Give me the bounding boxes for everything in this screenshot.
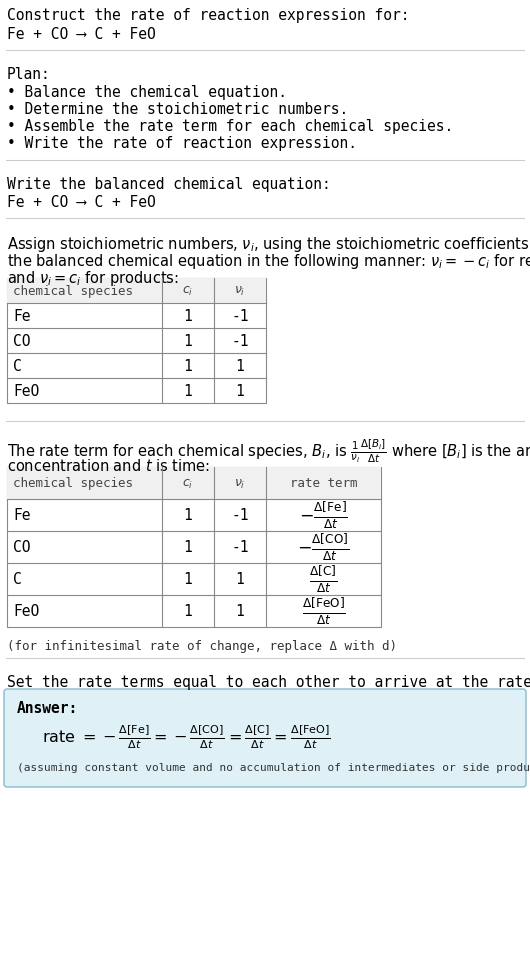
Text: • Write the rate of reaction expression.: • Write the rate of reaction expression. (7, 136, 357, 151)
Text: $\frac{\Delta[\mathrm{FeO}]}{\Delta t}$: $\frac{\Delta[\mathrm{FeO}]}{\Delta t}$ (302, 596, 346, 627)
Text: Fe + CO ⟶ C + FeO: Fe + CO ⟶ C + FeO (7, 195, 156, 209)
Text: • Balance the chemical equation.: • Balance the chemical equation. (7, 85, 287, 100)
Text: The rate term for each chemical species, $B_i$, is $\frac{1}{\nu_i}\frac{\Delta[: The rate term for each chemical species,… (7, 438, 530, 465)
Text: Fe: Fe (13, 508, 31, 523)
Text: 1: 1 (183, 540, 192, 555)
Text: 1: 1 (236, 604, 244, 619)
Text: chemical species: chemical species (13, 285, 133, 297)
Text: 1: 1 (183, 572, 192, 587)
Text: Fe: Fe (13, 309, 31, 324)
Text: 1: 1 (183, 508, 192, 523)
Bar (7, 279, 266, 303)
Text: $\nu_i$: $\nu_i$ (234, 477, 246, 490)
Text: Write the balanced chemical equation:: Write the balanced chemical equation: (7, 176, 331, 192)
Text: -1: -1 (231, 309, 249, 324)
Text: (for infinitesimal rate of change, replace Δ with d): (for infinitesimal rate of change, repla… (7, 640, 397, 652)
Text: the balanced chemical equation in the following manner: $\nu_i = -c_i$ for react: the balanced chemical equation in the fo… (7, 252, 530, 270)
Text: rate term: rate term (290, 477, 357, 490)
Text: Answer:: Answer: (17, 701, 78, 715)
Text: $-\frac{\Delta[\mathrm{CO}]}{\Delta t}$: $-\frac{\Delta[\mathrm{CO}]}{\Delta t}$ (297, 532, 350, 563)
Text: CO: CO (13, 540, 31, 555)
Text: 1: 1 (236, 384, 244, 398)
Text: $-\frac{\Delta[\mathrm{Fe}]}{\Delta t}$: $-\frac{\Delta[\mathrm{Fe}]}{\Delta t}$ (299, 500, 348, 531)
Text: CO: CO (13, 333, 31, 349)
Text: 1: 1 (183, 359, 192, 374)
Bar (7, 279, 266, 403)
Text: 1: 1 (236, 359, 244, 374)
Text: 1: 1 (183, 333, 192, 349)
Text: C: C (13, 572, 22, 587)
Text: Fe + CO ⟶ C + FeO: Fe + CO ⟶ C + FeO (7, 27, 156, 42)
Text: 1: 1 (183, 384, 192, 398)
Text: Construct the rate of reaction expression for:: Construct the rate of reaction expressio… (7, 8, 410, 23)
Text: Set the rate terms equal to each other to arrive at the rate expression:: Set the rate terms equal to each other t… (7, 674, 530, 689)
Bar (7, 467, 381, 499)
Text: • Determine the stoichiometric numbers.: • Determine the stoichiometric numbers. (7, 102, 348, 117)
Text: rate $= -\frac{\Delta[\mathrm{Fe}]}{\Delta t} = -\frac{\Delta[\mathrm{CO}]}{\Del: rate $= -\frac{\Delta[\mathrm{Fe}]}{\Del… (42, 722, 331, 750)
Text: -1: -1 (231, 508, 249, 523)
Text: $\nu_i$: $\nu_i$ (234, 285, 246, 297)
Text: $c_i$: $c_i$ (182, 285, 193, 297)
Bar (7, 467, 381, 627)
Text: concentration and $t$ is time:: concentration and $t$ is time: (7, 457, 210, 474)
Text: -1: -1 (231, 333, 249, 349)
Text: Assign stoichiometric numbers, $\nu_i$, using the stoichiometric coefficients, $: Assign stoichiometric numbers, $\nu_i$, … (7, 234, 530, 254)
Text: • Assemble the rate term for each chemical species.: • Assemble the rate term for each chemic… (7, 119, 453, 134)
Text: FeO: FeO (13, 604, 39, 619)
Text: chemical species: chemical species (13, 477, 133, 490)
Text: -1: -1 (231, 540, 249, 555)
Text: 1: 1 (236, 572, 244, 587)
Text: and $\nu_i = c_i$ for products:: and $\nu_i = c_i$ for products: (7, 268, 179, 288)
Text: 1: 1 (183, 309, 192, 324)
Text: Plan:: Plan: (7, 67, 51, 82)
FancyBboxPatch shape (4, 689, 526, 787)
Text: 1: 1 (183, 604, 192, 619)
Text: FeO: FeO (13, 384, 39, 398)
Text: $\frac{\Delta[\mathrm{C}]}{\Delta t}$: $\frac{\Delta[\mathrm{C}]}{\Delta t}$ (310, 564, 338, 595)
Text: C: C (13, 359, 22, 374)
Text: $c_i$: $c_i$ (182, 477, 193, 490)
Text: (assuming constant volume and no accumulation of intermediates or side products): (assuming constant volume and no accumul… (17, 763, 530, 772)
